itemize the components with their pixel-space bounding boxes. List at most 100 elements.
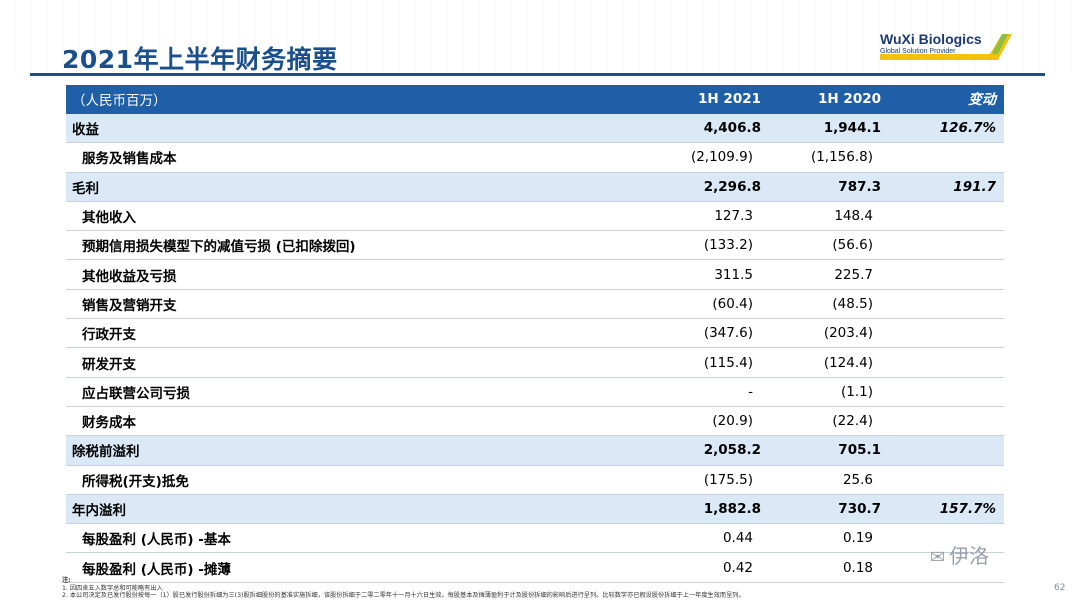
row-label: 应占联营公司亏损 bbox=[66, 377, 658, 407]
row-1h2020-value: (203.4) bbox=[769, 318, 889, 349]
row-label: 销售及营销开支 bbox=[66, 289, 658, 320]
row-change-value bbox=[889, 318, 1004, 349]
row-1h2020-value: 25.6 bbox=[769, 465, 889, 495]
table-row: 财务成本 (20.9) (22.4) bbox=[66, 406, 1004, 437]
row-1h2020-value: (124.4) bbox=[769, 347, 889, 378]
row-1h2021-value: (133.2) bbox=[658, 230, 769, 261]
row-1h2020-value: (1,156.8) bbox=[769, 142, 889, 173]
row-label: 研发开支 bbox=[66, 347, 658, 378]
header-1h2020: 1H 2020 bbox=[769, 85, 889, 114]
row-label: 每股盈利 (人民币) -摊薄 bbox=[66, 552, 658, 583]
footnotes: 注: 1. 因四舍五入数字总和可能略有出入 2. 本公司决定及已发行股份按每一（… bbox=[62, 577, 1022, 600]
table-row: 除税前溢利 2,058.2 705.1 bbox=[66, 435, 1004, 466]
row-1h2020-value: 148.4 bbox=[769, 201, 889, 232]
row-1h2021-value: (60.4) bbox=[658, 289, 769, 320]
row-change-value bbox=[889, 347, 1004, 378]
table-row: 年内溢利 1,882.8 730.7 157.7% bbox=[66, 494, 1004, 525]
row-change-value bbox=[889, 406, 1004, 437]
row-1h2020-value: 787.3 bbox=[769, 172, 889, 202]
row-1h2020-value: (22.4) bbox=[769, 406, 889, 437]
row-label: 预期信用损失模型下的减值亏损 (已扣除拨回) bbox=[66, 230, 658, 261]
row-1h2020-value: 705.1 bbox=[769, 435, 889, 466]
table-row: 行政开支 (347.6) (203.4) bbox=[66, 318, 1004, 349]
row-change-value bbox=[889, 201, 1004, 232]
row-1h2021-value: 2,296.8 bbox=[658, 172, 769, 202]
watermark: ✉ 伊洛 bbox=[930, 540, 989, 569]
row-1h2021-value: 311.5 bbox=[658, 259, 769, 290]
table-row: 服务及销售成本 (2,109.9) (1,156.8) bbox=[66, 142, 1004, 173]
wechat-icon: ✉ bbox=[930, 547, 946, 568]
row-label: 毛利 bbox=[66, 172, 658, 202]
header-change: 变动 bbox=[889, 85, 1004, 114]
row-change-value bbox=[889, 552, 1004, 583]
row-change-value: 126.7% bbox=[889, 113, 1004, 144]
row-1h2021-value: (2,109.9) bbox=[658, 142, 769, 173]
row-1h2021-value: (347.6) bbox=[658, 318, 769, 349]
row-change-value bbox=[889, 523, 1004, 554]
row-1h2021-value: 1,882.8 bbox=[658, 494, 769, 525]
row-change-value bbox=[889, 142, 1004, 173]
row-1h2021-value: (20.9) bbox=[658, 406, 769, 437]
row-1h2021-value: - bbox=[658, 377, 769, 407]
logo-tagline: Global Solution Provider bbox=[880, 48, 956, 55]
row-1h2021-value: 0.44 bbox=[658, 523, 769, 554]
row-1h2020-value: (1.1) bbox=[769, 377, 889, 407]
row-label: 服务及销售成本 bbox=[66, 142, 658, 173]
row-label: 其他收益及亏损 bbox=[66, 259, 658, 290]
row-1h2021-value: (175.5) bbox=[658, 465, 769, 495]
table-row: 所得税(开支)抵免 (175.5) 25.6 bbox=[66, 465, 1004, 495]
row-change-value bbox=[889, 230, 1004, 261]
table-row: 毛利 2,296.8 787.3 191.7 bbox=[66, 172, 1004, 202]
row-1h2021-value: 127.3 bbox=[658, 201, 769, 232]
table-row: 预期信用损失模型下的减值亏损 (已扣除拨回) (133.2) (56.6) bbox=[66, 230, 1004, 261]
row-label: 收益 bbox=[66, 113, 658, 144]
footnote-line: 2. 本公司决定及已发行股份按每一（1）股已发行股份拆细为三(3)股拆细股份的基… bbox=[62, 592, 745, 599]
row-1h2020-value: (48.5) bbox=[769, 289, 889, 320]
row-label: 年内溢利 bbox=[66, 494, 658, 525]
row-1h2020-value: 0.18 bbox=[769, 552, 889, 583]
header-1h2021: 1H 2021 bbox=[658, 85, 769, 114]
row-1h2021-value: 0.42 bbox=[658, 552, 769, 583]
logo-swoosh-icon bbox=[880, 34, 1012, 60]
row-1h2020-value: 1,944.1 bbox=[769, 113, 889, 144]
table-row: 其他收入 127.3 148.4 bbox=[66, 201, 1004, 232]
header-unit-label: （人民币百万） bbox=[66, 85, 658, 114]
footnote-line: 1. 因四舍五入数字总和可能略有出入 bbox=[62, 584, 163, 592]
row-label: 其他收入 bbox=[66, 201, 658, 232]
table-row: 其他收益及亏损 311.5 225.7 bbox=[66, 259, 1004, 290]
table-row: 每股盈利 (人民币) -基本 0.44 0.19 bbox=[66, 523, 1004, 554]
logo-name: WuXi Biologics bbox=[880, 31, 982, 47]
page-title: 2021年上半年财务摘要 bbox=[62, 45, 338, 74]
table-header-row: （人民币百万） 1H 2021 1H 2020 变动 bbox=[66, 85, 1004, 114]
row-1h2021-value: 2,058.2 bbox=[658, 435, 769, 466]
page-number: 62 bbox=[1054, 583, 1066, 593]
table-row: 应占联营公司亏损 - (1.1) bbox=[66, 377, 1004, 407]
row-change-value bbox=[889, 377, 1004, 407]
financial-summary-table: （人民币百万） 1H 2021 1H 2020 变动 收益 4,406.8 1,94… bbox=[66, 85, 1004, 583]
row-change-value bbox=[889, 465, 1004, 495]
row-label: 除税前溢利 bbox=[66, 435, 658, 466]
table-row: 销售及营销开支 (60.4) (48.5) bbox=[66, 289, 1004, 320]
row-label: 财务成本 bbox=[66, 406, 658, 437]
watermark-text: 伊洛 bbox=[949, 544, 990, 568]
row-1h2020-value: (56.6) bbox=[769, 230, 889, 261]
company-logo: WuXi Biologics Global Solution Provider bbox=[878, 28, 1018, 68]
title-underline bbox=[30, 73, 1045, 76]
row-change-value bbox=[889, 435, 1004, 466]
footnote-heading: 注: bbox=[62, 577, 71, 584]
row-1h2021-value: (115.4) bbox=[658, 347, 769, 378]
table-row: 研发开支 (115.4) (124.4) bbox=[66, 347, 1004, 378]
row-1h2020-value: 730.7 bbox=[769, 494, 889, 525]
table-row: 收益 4,406.8 1,944.1 126.7% bbox=[66, 113, 1004, 144]
row-1h2020-value: 225.7 bbox=[769, 259, 889, 290]
row-1h2021-value: 4,406.8 bbox=[658, 113, 769, 144]
row-change-value bbox=[889, 289, 1004, 320]
row-change-value: 191.7 bbox=[889, 172, 1004, 202]
row-label: 行政开支 bbox=[66, 318, 658, 349]
row-change-value: 157.7% bbox=[889, 494, 1004, 525]
row-change-value bbox=[889, 259, 1004, 290]
table-row: 每股盈利 (人民币) -摊薄 0.42 0.18 bbox=[66, 552, 1004, 583]
row-label: 每股盈利 (人民币) -基本 bbox=[66, 523, 658, 554]
row-1h2020-value: 0.19 bbox=[769, 523, 889, 554]
row-label: 所得税(开支)抵免 bbox=[66, 465, 658, 495]
